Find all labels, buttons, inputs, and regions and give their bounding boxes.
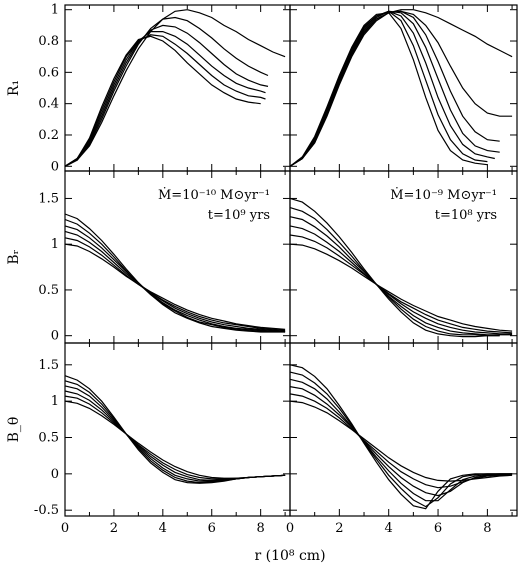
series-line-Br-right-5 <box>289 207 500 337</box>
series-line-R1-right-3 <box>289 10 500 167</box>
y-axis-label: R₁ <box>6 80 22 96</box>
series-line-R1-right-6 <box>289 10 488 167</box>
panel-annotation: t=10⁸ yrs <box>435 208 497 223</box>
series-line-Btheta-left-6 <box>64 375 286 484</box>
x-tick-label: 6 <box>208 521 216 536</box>
x-tick-label: 6 <box>434 521 442 536</box>
x-axis-label: r (10⁸ cm) <box>254 548 325 564</box>
y-tick-label: -0.5 <box>34 503 59 518</box>
y-tick-label: 0 <box>51 159 59 174</box>
x-tick-label: 2 <box>110 521 118 536</box>
x-tick-label: 4 <box>159 521 167 536</box>
y-tick-label: 1.5 <box>38 358 59 373</box>
y-tick-label: 0.6 <box>38 65 59 80</box>
y-tick-label: 0.8 <box>38 34 59 49</box>
panel-annotation: t=10⁹ yrs <box>208 208 270 223</box>
x-tick-label: 2 <box>335 521 343 536</box>
series-line-R1-left-5 <box>64 34 266 167</box>
panel-annotation: Ṁ=10⁻¹⁰ M⊙yr⁻¹ <box>158 186 270 203</box>
series-line-Br-left-3 <box>64 230 286 332</box>
y-tick-label: 1 <box>51 237 59 252</box>
y-tick-label: 0 <box>51 467 59 482</box>
panel-frame <box>64 4 291 172</box>
panel-Btheta-right: 0 2 4 6 8 <box>286 342 518 536</box>
panel-Br-left: 0 0.5 1 1.5 Bᵣ Ṁ=10⁻¹⁰ M⊙yr⁻¹ t=10⁹ yrs <box>6 170 291 344</box>
series-line-R1-left-2 <box>64 16 269 167</box>
series-line-Br-right-2 <box>289 234 513 334</box>
series-line-Br-right-1 <box>289 243 513 332</box>
series-line-R1-left-3 <box>64 24 269 167</box>
panel-R1-left: 0 0.2 0.4 0.6 0.8 1 R₁ <box>6 3 291 174</box>
series-line-R1-right-7 <box>289 12 488 167</box>
panel-frame <box>289 4 518 172</box>
x-tick-label: 4 <box>385 521 393 536</box>
y-tick-label: 1 <box>51 3 59 18</box>
series-line-Btheta-right-2 <box>289 393 513 489</box>
series-line-Br-left-1 <box>64 243 286 330</box>
series-line-R1-left-1 <box>64 9 286 167</box>
panel-Btheta-left: -0.500.511.5B_θ0 2 4 6 8 <box>6 342 291 536</box>
x-tick-label: 0 <box>286 521 294 536</box>
series-line-Br-left-5 <box>64 218 286 333</box>
series-line-Br-right-6 <box>289 197 500 338</box>
series-line-R1-right-4 <box>289 10 500 167</box>
y-tick-label: 1.5 <box>38 191 59 206</box>
series-line-R1-right-1 <box>289 9 513 167</box>
series-line-Br-left-2 <box>64 237 286 331</box>
series-line-R1-left-4 <box>64 31 266 167</box>
y-tick-label: 0 <box>51 329 59 344</box>
series-line-R1-left-6 <box>64 35 261 167</box>
x-tick-label: 8 <box>257 521 265 536</box>
panel-R1-right <box>289 4 518 172</box>
series-line-Br-left-6 <box>64 213 286 333</box>
panel-annotation: Ṁ=10⁻⁹ M⊙yr⁻¹ <box>390 186 497 203</box>
x-tick-label: 0 <box>61 521 69 536</box>
series-line-Btheta-right-6 <box>289 364 513 510</box>
y-axis-label: B_θ <box>6 417 22 443</box>
panel-Br-right: Ṁ=10⁻⁹ M⊙yr⁻¹ t=10⁸ yrs <box>289 170 518 344</box>
y-tick-label: 1 <box>51 394 59 409</box>
series-line-Btheta-right-4 <box>289 378 513 502</box>
series-line-Br-right-4 <box>289 216 513 336</box>
y-tick-label: 0.5 <box>38 283 59 298</box>
series-line-Br-right-3 <box>289 225 513 335</box>
y-tick-label: 0.2 <box>38 128 59 143</box>
panel-frame <box>289 342 518 517</box>
y-tick-label: 0.4 <box>38 97 59 112</box>
series-line-Btheta-left-1 <box>64 400 286 479</box>
panels-layer: 0 0.2 0.4 0.6 0.8 1 R₁ 0 0.5 1 1.5 Bᵣ Ṁ=10⁻¹⁰ M⊙yr⁻¹… <box>6 3 518 536</box>
series-line-Btheta-left-5 <box>64 380 286 484</box>
y-tick-label: 0.5 <box>38 430 59 445</box>
panel-frame <box>64 342 291 517</box>
series-line-Br-left-4 <box>64 225 286 332</box>
series-line-Btheta-right-5 <box>289 371 513 508</box>
y-axis-label: Bᵣ <box>6 249 22 264</box>
x-tick-label: 8 <box>483 521 491 536</box>
series-line-Btheta-right-1 <box>289 400 513 482</box>
series-line-Btheta-right-3 <box>289 386 513 497</box>
series-line-R1-right-2 <box>289 10 513 167</box>
